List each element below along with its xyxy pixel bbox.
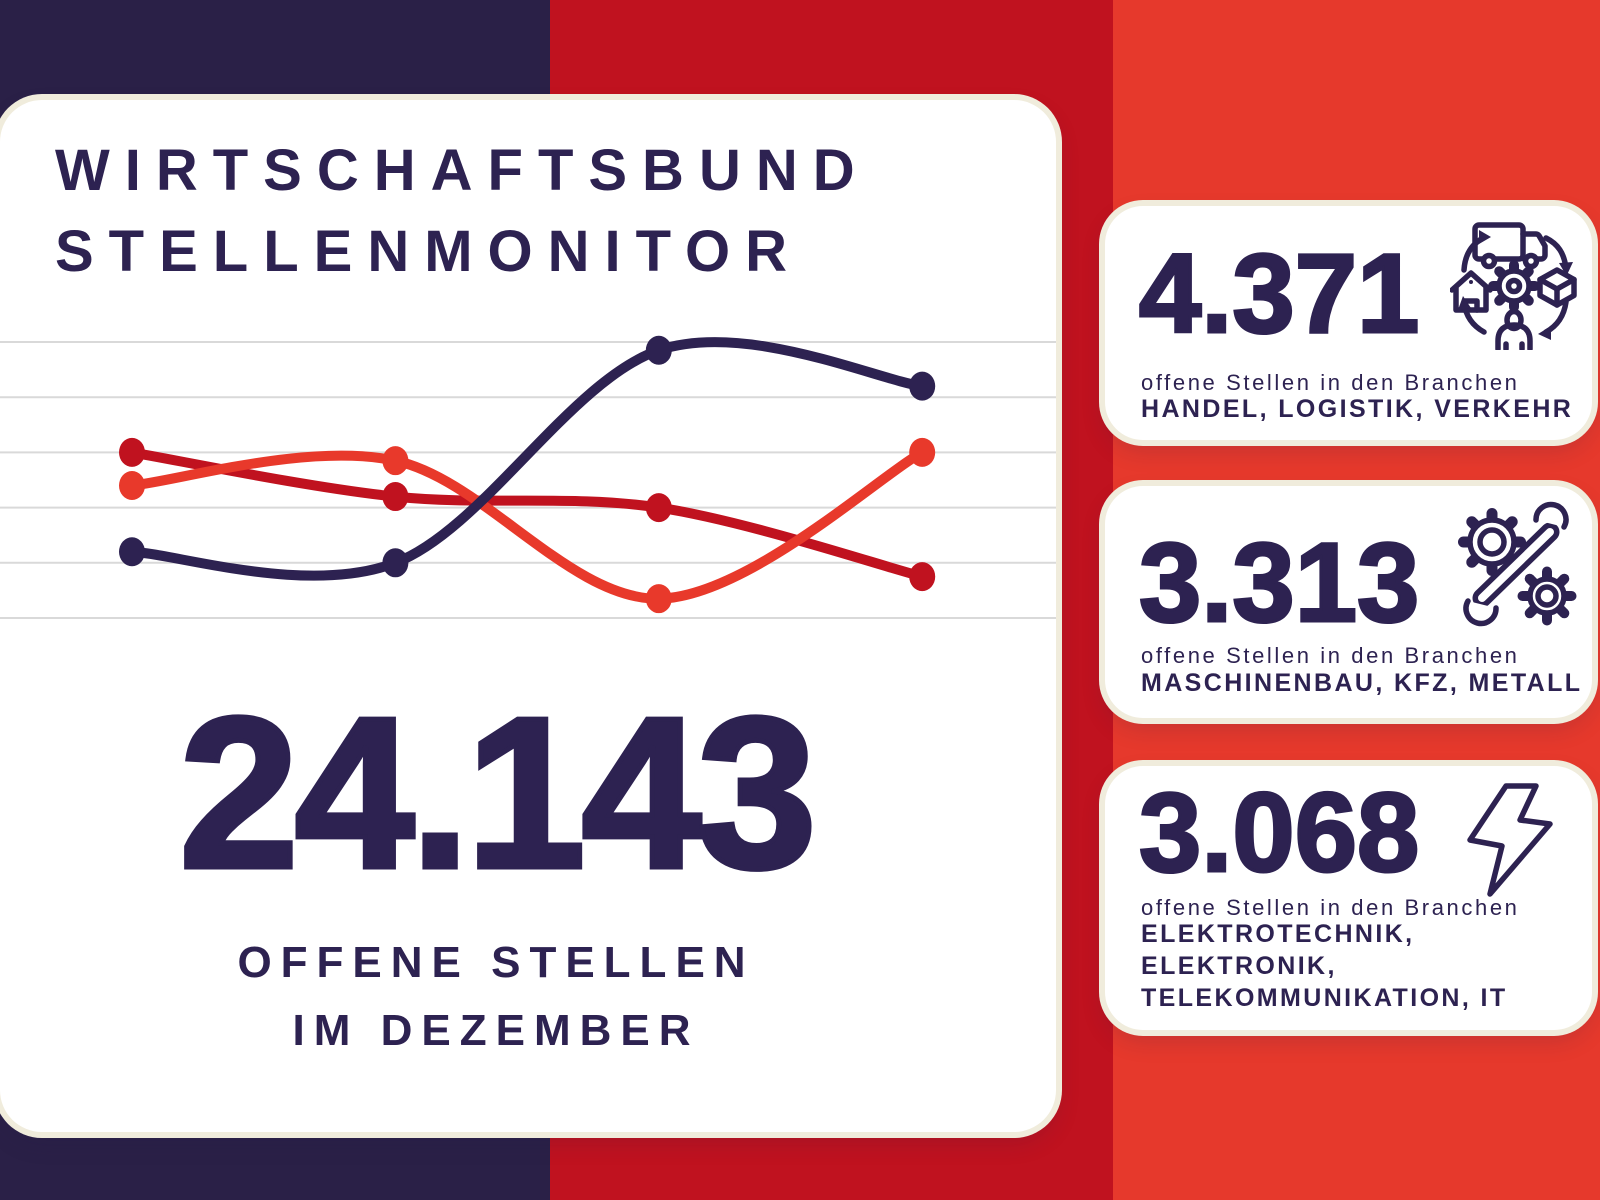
total-caption-line2: IM DEZEMBER	[292, 1006, 700, 1055]
serie-hellrot-marker	[645, 584, 672, 614]
page-title-line2: STELLENMONITOR	[55, 219, 803, 284]
total-caption: OFFENE STELLEN IM DEZEMBER	[0, 929, 1056, 1065]
stat-branches-line: TELEKOMMUNIKATION, IT	[1141, 984, 1508, 1012]
serie-dunkelblau-marker	[909, 371, 936, 401]
stat-branches-line: ELEKTRONIK,	[1141, 952, 1337, 980]
total-open-positions-number: 24.143	[177, 672, 820, 913]
stat-card-elektrotechnik-it: 3.068 offene Stellen in den Branchen ELE…	[1105, 766, 1592, 1030]
page-title-line1: WIRTSCHAFTSBUND	[55, 138, 870, 203]
stat-branches-line: HANDEL, LOGISTIK, VERKEHR	[1141, 395, 1574, 423]
gears-wrench-icon	[1452, 500, 1582, 630]
serie-dunkelblau-marker	[382, 548, 409, 578]
stat-description: offene Stellen in den Branchen	[1141, 643, 1520, 668]
stat-description: offene Stellen in den Branchen	[1141, 370, 1520, 395]
serie-hellrot-marker	[119, 471, 145, 501]
total-caption-line1: OFFENE STELLEN	[237, 938, 755, 987]
main-card: WIRTSCHAFTSBUND STELLENMONITOR 24.143 OF…	[0, 100, 1056, 1132]
serie-dunkelrot-marker	[119, 437, 145, 467]
serie-dunkelblau-marker	[119, 537, 145, 567]
serie-hellrot-marker	[382, 446, 409, 476]
stat-number: 4.371	[1137, 231, 1420, 356]
stat-number: 3.068	[1137, 770, 1420, 895]
stat-branches: ELEKTROTECHNIK, ELEKTRONIK, TELEKOMMUNIK…	[1141, 918, 1508, 1014]
serie-dunkelrot-marker	[382, 482, 409, 512]
serie-hellrot	[127, 447, 928, 604]
stat-number: 3.313	[1137, 520, 1420, 645]
stat-branches: HANDEL, LOGISTIK, VERKEHR	[1141, 393, 1573, 425]
stat-branches-line: MASCHINENBAU, KFZ, METALL	[1141, 669, 1583, 697]
stat-branches: MASCHINENBAU, KFZ, METALL	[1141, 667, 1582, 699]
stat-card-maschinenbau-kfz-metall: 3.313	[1105, 486, 1592, 718]
page-title: WIRTSCHAFTSBUND STELLENMONITOR	[55, 130, 870, 292]
serie-dunkelblau	[127, 337, 928, 581]
jobs-line-chart	[0, 335, 1056, 619]
stat-branches-line: ELEKTROTECHNIK,	[1141, 920, 1415, 948]
lightning-bolt-icon	[1462, 782, 1562, 902]
supply-chain-icon	[1450, 220, 1580, 350]
serie-dunkelblau-marker	[645, 335, 672, 365]
serie-hellrot-marker	[909, 437, 936, 467]
stat-card-handel-logistik-verkehr: 4.371	[1105, 206, 1592, 440]
serie-dunkelrot-marker	[909, 562, 936, 592]
serie-dunkelrot	[127, 447, 928, 582]
chart-area	[0, 330, 1056, 650]
stat-description: offene Stellen in den Branchen	[1141, 895, 1520, 920]
serie-dunkelrot-marker	[645, 493, 672, 523]
